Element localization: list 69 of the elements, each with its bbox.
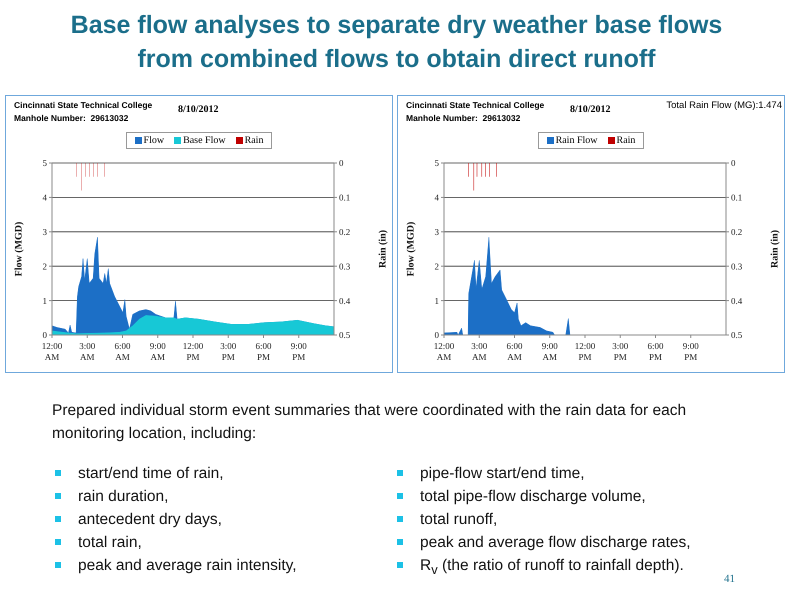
y-axis-title: Flow (MGD)	[406, 222, 417, 276]
y-tick-label: 1	[434, 296, 439, 306]
x-tick-label: 12:00 AM	[42, 341, 63, 362]
legend-label: Flow	[144, 135, 164, 146]
legend-label: Rain	[244, 135, 264, 146]
text: 8/10/2012	[178, 104, 219, 115]
y2-tick-label: 0.4	[339, 296, 351, 306]
chart-title: Cincinnati State Technical College	[406, 100, 544, 110]
text: rain duration,	[78, 488, 168, 505]
x-tick-label: 6:00 PM	[647, 341, 664, 362]
y2-tick-label: 0.1	[339, 192, 350, 203]
text: Total Rain Flow (MG):1.474	[666, 100, 782, 111]
text: antecedent dry days,	[78, 511, 222, 528]
text: Prepared individual storm event summaries that were coordinated with the rain data for each monitoring location, including:	[52, 402, 686, 442]
text: 8/10/2012	[570, 104, 611, 115]
x-tick-label: 3:00 PM	[612, 341, 629, 362]
legend-label: Base Flow	[183, 135, 226, 146]
x-tick-label: 12:00 PM	[574, 341, 596, 362]
y2-axis-title: Rain (in)	[770, 230, 781, 268]
x-tick-label: 9:00 AM	[150, 341, 166, 362]
y-tick-label: 1	[42, 296, 47, 306]
text: R$_{v}$ (the ratio of runoff to rainfall depth).	[420, 557, 684, 578]
y-tick-label: 5	[42, 158, 48, 168]
y-tick-label: 3	[42, 226, 48, 237]
x-tick-label: 6:00 PM	[255, 341, 272, 362]
x-tick-label: 9:00 PM	[682, 341, 700, 362]
y-tick-label: 0	[42, 330, 48, 340]
y-tick-label: 2	[42, 261, 47, 272]
y2-tick-label: 0	[731, 158, 736, 168]
x-tick-label: 3:00 AM	[471, 341, 488, 362]
y2-tick-label: 0	[339, 158, 344, 168]
y2-tick-label: 0.4	[731, 296, 743, 306]
y-tick-label: 4	[42, 192, 48, 203]
text: peak and average flow discharge rates,	[420, 534, 691, 551]
y-tick-label: 5	[434, 158, 440, 168]
y2-tick-label: 0.3	[731, 261, 743, 272]
text: Base flow analyses to separate dry weather base flows from combined flows to obtain direct runoff	[70, 11, 722, 73]
y2-tick-label: 0.2	[339, 226, 350, 237]
y-tick-label: 2	[434, 261, 439, 272]
x-tick-label: 3:00 AM	[79, 341, 96, 362]
y2-tick-label: 0.5	[731, 330, 743, 340]
x-tick-label: 9:00 PM	[290, 341, 308, 362]
y2-tick-label: 0.5	[339, 330, 351, 340]
y2-axis-title: Rain (in)	[378, 230, 389, 268]
y-tick-label: 3	[434, 226, 440, 237]
chart-subtitle: Manhole Number: 29613032	[406, 113, 520, 123]
x-tick-label: 12:00 AM	[434, 341, 455, 362]
x-tick-label: 3:00 PM	[220, 341, 237, 362]
text: start/end time of rain,	[78, 465, 224, 482]
text: pipe-flow start/end time,	[420, 465, 585, 482]
text: 41	[724, 573, 735, 585]
y-axis-title: Flow (MGD)	[14, 222, 25, 276]
y2-tick-label: 0.3	[339, 261, 351, 272]
y-tick-label: 4	[434, 192, 440, 203]
y-tick-label: 0	[434, 330, 440, 340]
text: total runoff,	[420, 511, 498, 528]
x-tick-label: 9:00 AM	[542, 341, 558, 362]
chart-title: Cincinnati State Technical College	[14, 100, 152, 110]
chart-subtitle: Manhole Number: 29613032	[14, 113, 128, 123]
legend-label: Rain Flow	[556, 135, 598, 146]
y2-tick-label: 0.2	[731, 226, 742, 237]
y2-tick-label: 0.1	[731, 192, 742, 203]
x-tick-label: 6:00 AM	[114, 341, 131, 362]
text: total rain,	[78, 534, 142, 551]
text: total pipe-flow discharge volume,	[420, 488, 646, 505]
x-tick-label: 6:00 AM	[506, 341, 523, 362]
x-tick-label: 12:00 PM	[182, 341, 204, 362]
text: peak and average rain intensity,	[78, 557, 297, 574]
legend-label: Rain	[616, 135, 636, 146]
